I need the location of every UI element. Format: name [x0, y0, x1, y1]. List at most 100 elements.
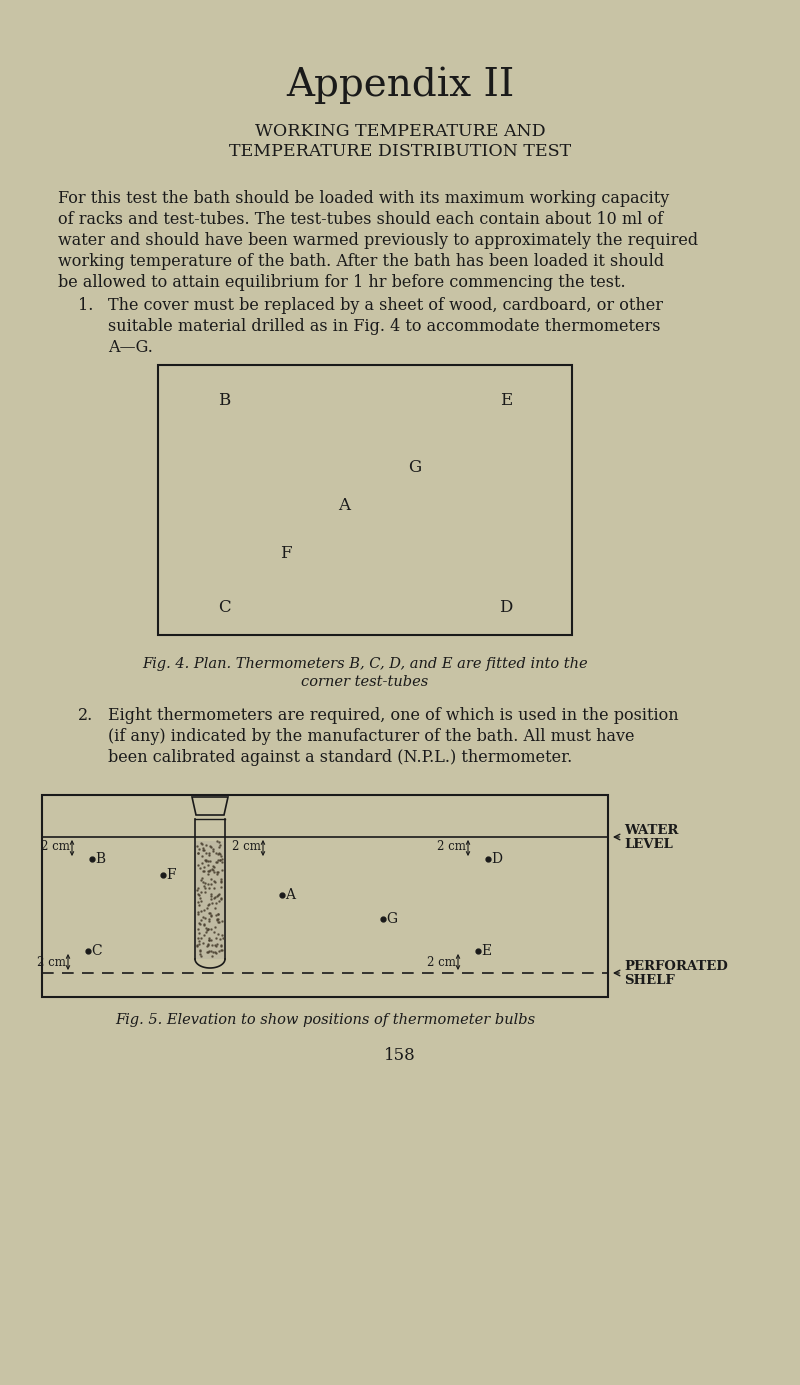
Text: C: C — [91, 945, 102, 958]
Point — [202, 933, 214, 956]
Point — [200, 942, 213, 964]
Text: 2 cm: 2 cm — [427, 956, 456, 968]
Point — [203, 859, 216, 881]
Point — [216, 924, 229, 946]
Point — [214, 849, 226, 871]
Point — [203, 850, 216, 873]
Point — [197, 932, 210, 954]
Point — [199, 877, 212, 899]
Text: be allowed to attain equilibrium for 1 hr before commencing the test.: be allowed to attain equilibrium for 1 h… — [58, 274, 626, 291]
Point — [191, 933, 204, 956]
Point — [196, 839, 209, 861]
Point — [203, 928, 216, 950]
Point — [206, 892, 218, 914]
Point — [213, 849, 226, 871]
Point — [206, 857, 218, 879]
Text: 2 cm: 2 cm — [41, 841, 70, 853]
Point — [190, 878, 203, 900]
Text: 1.: 1. — [78, 296, 94, 314]
Text: G: G — [386, 911, 397, 927]
Point — [194, 886, 206, 909]
Point — [194, 940, 207, 963]
Point — [205, 940, 218, 963]
Point — [215, 939, 228, 961]
Point — [205, 918, 218, 940]
Point — [197, 837, 210, 859]
Point — [202, 860, 215, 882]
Point — [213, 884, 226, 906]
Point — [205, 837, 218, 859]
Point — [202, 929, 215, 951]
Point — [209, 942, 222, 964]
Point — [192, 891, 205, 913]
Point — [198, 873, 211, 895]
Point — [200, 896, 213, 918]
Point — [192, 917, 205, 939]
Point — [198, 856, 210, 878]
Point — [211, 903, 224, 925]
Point — [214, 843, 226, 866]
Text: D: D — [491, 852, 502, 866]
Point — [204, 885, 217, 907]
Text: suitable material drilled as in Fig. 4 to accommodate thermometers: suitable material drilled as in Fig. 4 t… — [108, 319, 661, 335]
Text: TEMPERATURE DISTRIBUTION TEST: TEMPERATURE DISTRIBUTION TEST — [229, 144, 571, 161]
Point — [211, 842, 224, 864]
Point — [191, 842, 204, 864]
Text: 2 cm: 2 cm — [437, 841, 466, 853]
Point — [202, 910, 215, 932]
Point — [202, 873, 214, 895]
Point — [198, 914, 211, 936]
Text: been calibrated against a standard (N.P.L.) thermometer.: been calibrated against a standard (N.P.… — [108, 749, 572, 766]
Point — [204, 904, 217, 927]
Text: LEVEL: LEVEL — [624, 838, 673, 850]
Point — [191, 882, 204, 904]
Point — [214, 886, 227, 909]
Text: B: B — [218, 392, 230, 409]
Point — [202, 940, 214, 963]
Point — [205, 884, 218, 906]
Text: For this test the bath should be loaded with its maximum working capacity: For this test the bath should be loaded … — [58, 190, 670, 206]
Point — [196, 832, 209, 855]
Point — [208, 877, 221, 899]
Point — [211, 903, 224, 925]
Point — [211, 907, 224, 929]
Point — [203, 893, 216, 915]
Point — [204, 902, 217, 924]
Point — [206, 838, 219, 860]
Point — [208, 921, 221, 943]
Text: C: C — [218, 600, 230, 616]
Text: Fig. 4. Plan. Thermometers B, C, D, and E are fitted into the: Fig. 4. Plan. Thermometers B, C, D, and … — [142, 656, 588, 670]
Point — [208, 870, 221, 892]
Point — [214, 928, 226, 950]
Bar — [196, 841, 224, 958]
Point — [193, 933, 206, 956]
Point — [203, 835, 216, 857]
Point — [215, 871, 228, 893]
Point — [202, 845, 215, 867]
Point — [191, 835, 204, 857]
Point — [206, 935, 219, 957]
Point — [204, 868, 217, 891]
Text: WORKING TEMPERATURE AND: WORKING TEMPERATURE AND — [254, 123, 546, 140]
Point — [199, 842, 212, 864]
Point — [211, 911, 224, 933]
Point — [206, 859, 219, 881]
Bar — [42, 795, 608, 997]
Point — [204, 888, 217, 910]
Point — [215, 848, 228, 870]
Point — [194, 939, 207, 961]
Point — [210, 842, 222, 864]
Point — [202, 902, 215, 924]
Point — [194, 913, 207, 935]
Point — [202, 940, 215, 963]
Point — [214, 933, 227, 956]
Point — [212, 861, 225, 884]
Point — [214, 834, 226, 856]
Text: SHELF: SHELF — [624, 974, 674, 986]
Point — [200, 834, 213, 856]
Point — [190, 935, 203, 957]
Point — [205, 904, 218, 927]
Point — [202, 918, 214, 940]
Point — [202, 909, 215, 931]
Point — [212, 831, 225, 853]
